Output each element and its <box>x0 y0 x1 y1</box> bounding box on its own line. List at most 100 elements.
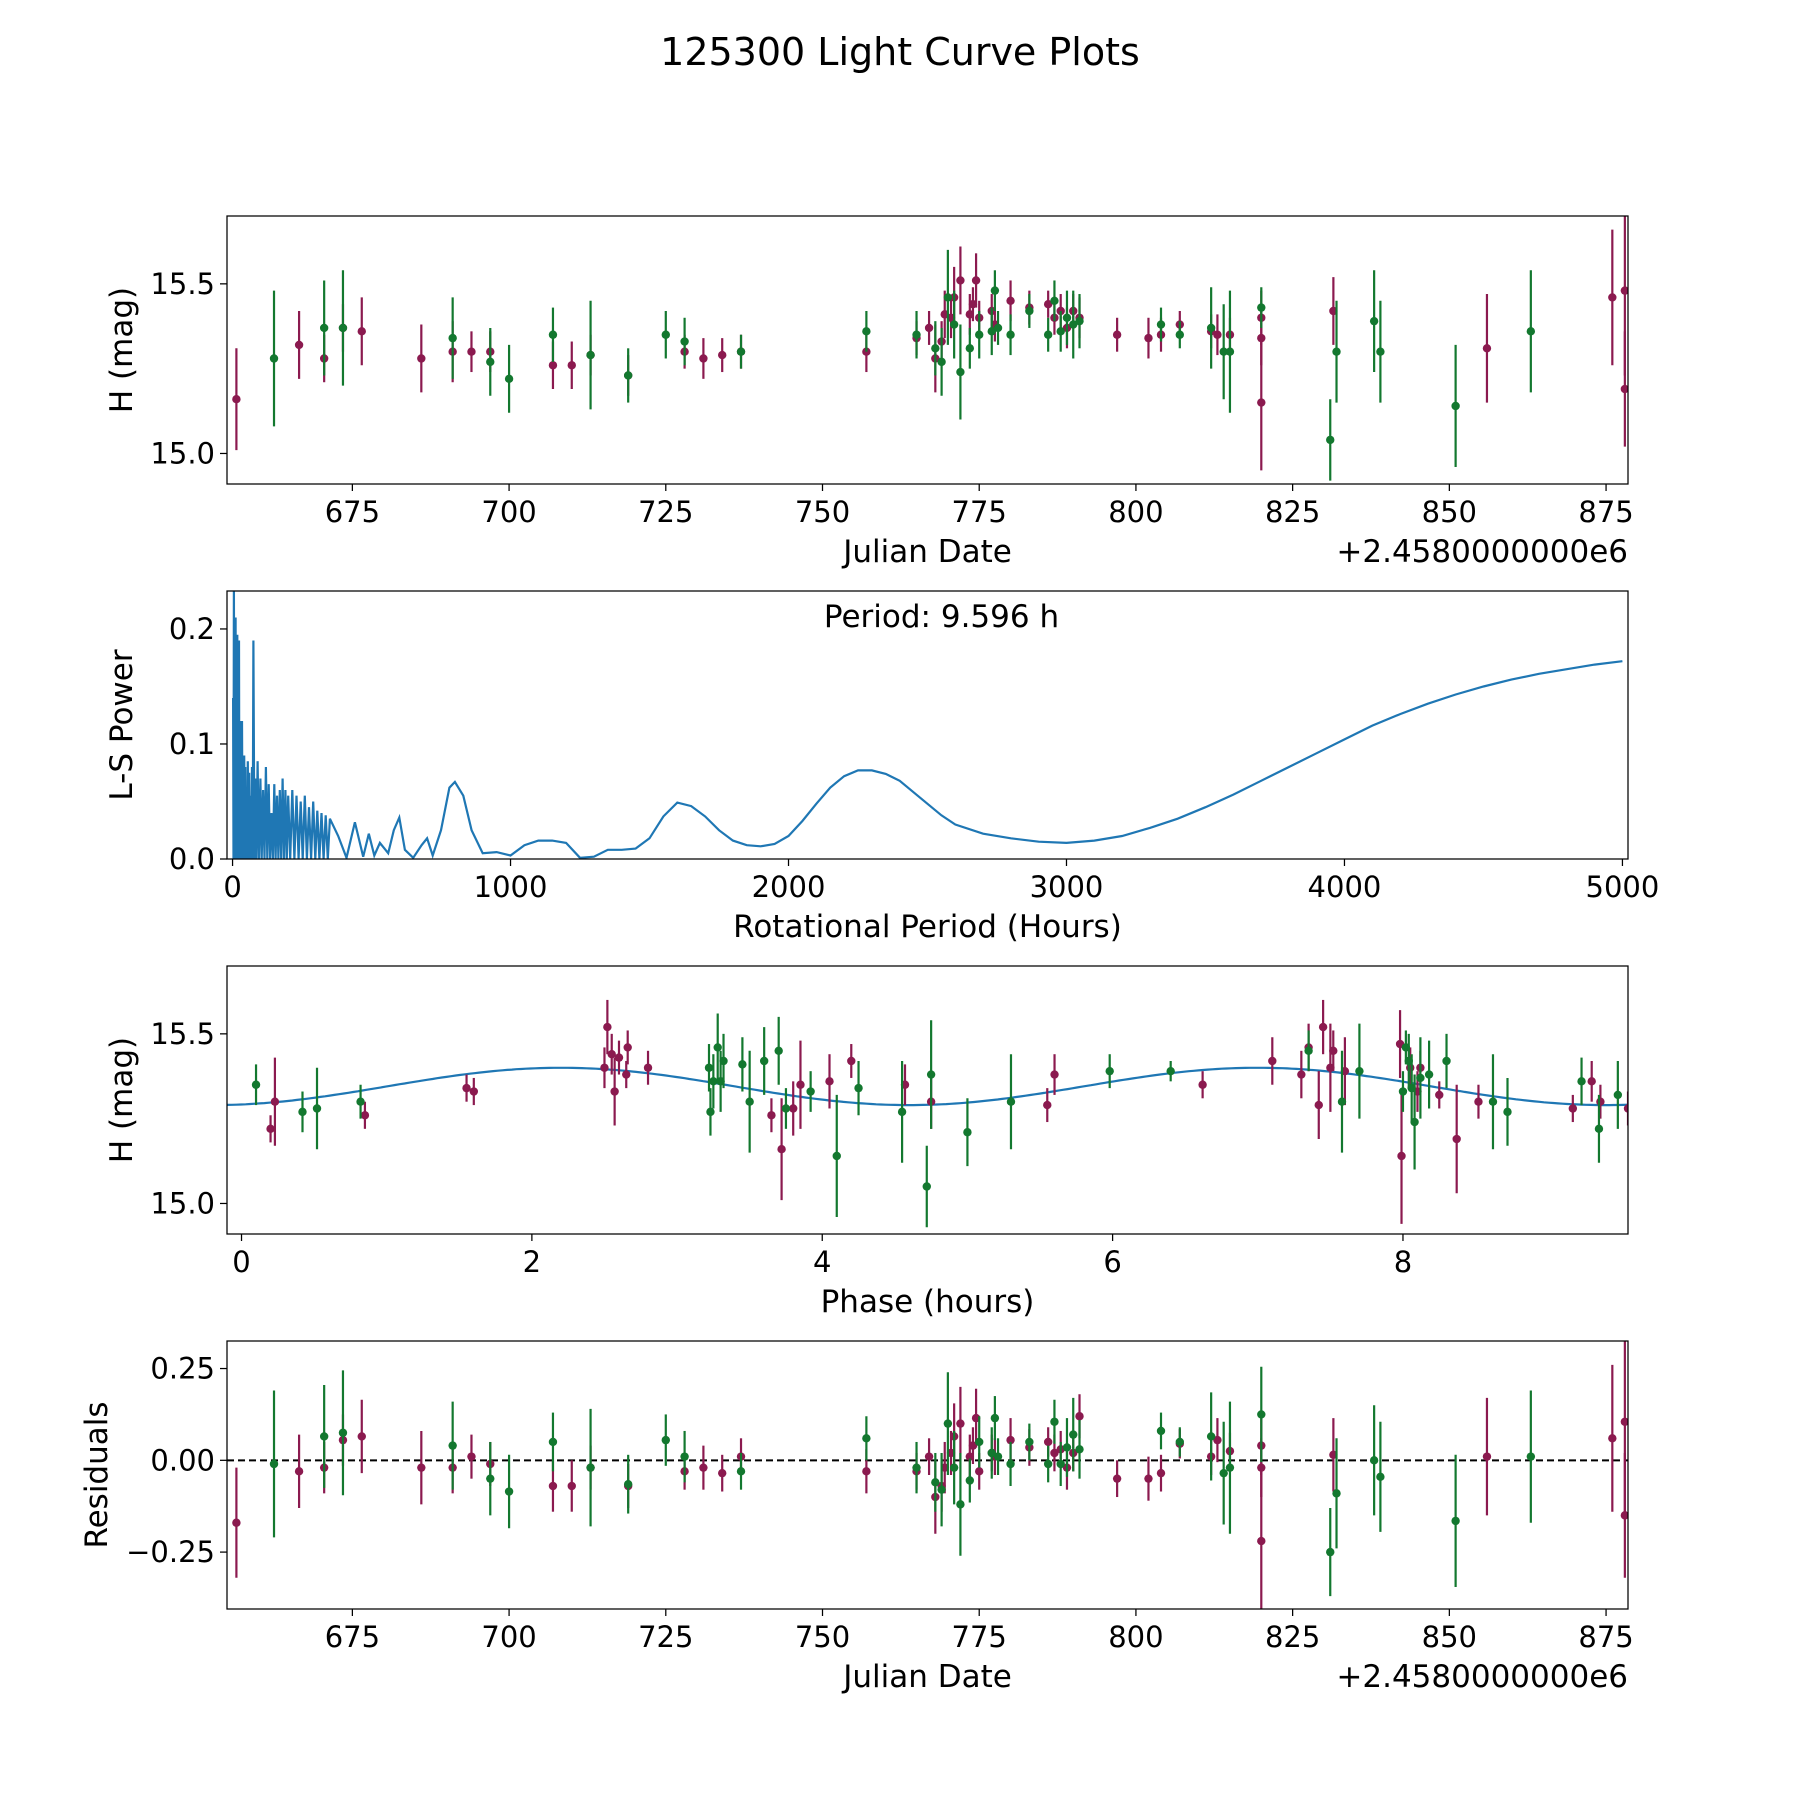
y-tick-label: 0.2 <box>169 612 215 646</box>
data-point <box>338 1428 348 1437</box>
data-point <box>1442 1056 1451 1066</box>
data-point <box>987 327 996 336</box>
data-point <box>926 1070 936 1079</box>
data-point <box>931 1478 940 1487</box>
phased-axes-frame <box>226 965 1629 1235</box>
x-tick-label: 700 <box>481 495 536 529</box>
phased-plot-area <box>227 999 1646 1228</box>
data-point <box>1112 1474 1122 1483</box>
data-point <box>1608 293 1617 302</box>
x-tick-label: 875 <box>1578 495 1633 529</box>
y-tick-label: 0.00 <box>150 1443 215 1477</box>
plot-panels: 675 700 725 750 775 800 825 850 87515.015.5Julia… <box>79 215 1659 1695</box>
data-point <box>1075 316 1084 326</box>
data-point <box>1166 1066 1175 1076</box>
data-point <box>232 1518 241 1527</box>
data-point <box>1112 330 1122 339</box>
data-point <box>777 1144 786 1154</box>
data-point <box>1376 1472 1385 1482</box>
data-point <box>975 1437 984 1447</box>
y-tick-label: 15.0 <box>150 436 215 470</box>
data-point <box>993 323 1003 333</box>
data-point <box>897 1107 907 1117</box>
data-point <box>956 367 965 377</box>
data-point <box>643 1063 653 1072</box>
data-point <box>1206 323 1216 333</box>
data-point <box>1219 347 1228 356</box>
data-point <box>1482 344 1492 353</box>
data-point <box>567 1481 576 1491</box>
data-point <box>298 1107 307 1117</box>
data-point <box>1452 1134 1461 1144</box>
data-point <box>1620 384 1628 394</box>
data-point <box>294 1467 304 1476</box>
phased-series-magenta <box>266 999 1628 1224</box>
x-tick-label: 850 <box>1422 1620 1477 1654</box>
lightcurve-plot-area <box>232 216 1628 481</box>
data-point <box>610 1087 619 1096</box>
x-tick-label: 3000 <box>1030 870 1104 904</box>
data-point <box>1156 1468 1166 1478</box>
data-point <box>1105 1066 1114 1076</box>
phased-series-green <box>251 1013 1646 1228</box>
data-point <box>704 1063 714 1072</box>
x-tick-label: 825 <box>1265 495 1320 529</box>
data-point <box>1043 1437 1053 1447</box>
data-point <box>965 344 975 353</box>
data-point <box>1069 1430 1078 1439</box>
data-point <box>1503 1107 1512 1117</box>
data-point <box>956 276 965 285</box>
data-point <box>1332 1489 1341 1498</box>
data-point <box>1006 296 1015 306</box>
data-point <box>1314 1100 1323 1110</box>
x-tick-label: 0 <box>232 1245 250 1279</box>
figure-title: 125300 Light Curve Plots <box>660 30 1140 74</box>
data-point <box>718 350 727 360</box>
data-point <box>1435 1090 1444 1100</box>
data-point <box>1608 1434 1617 1443</box>
data-point <box>1416 1073 1425 1083</box>
phased-panel: 0 2 4 6 8 15.0 15.5 Phase (hours) H (mag) <box>104 965 1646 1320</box>
data-point <box>1056 1459 1065 1469</box>
y-tick-label: 15.5 <box>150 267 215 301</box>
data-point <box>1219 1468 1228 1478</box>
x-axis-label: Julian Date <box>841 1659 1012 1695</box>
periodogram-plot-area <box>232 591 1623 859</box>
data-point <box>623 1043 632 1052</box>
data-point <box>806 1087 815 1096</box>
data-point <box>661 330 670 339</box>
data-point <box>567 361 576 370</box>
data-point <box>943 293 953 302</box>
best-period-annotation: Period: 9.596 h <box>824 599 1059 635</box>
data-point <box>1337 1097 1347 1106</box>
data-point <box>417 354 426 363</box>
data-point <box>360 1111 370 1120</box>
data-point <box>1613 1090 1623 1100</box>
data-point <box>1043 1100 1052 1110</box>
data-point <box>467 1452 476 1461</box>
data-point <box>1043 1459 1053 1469</box>
data-point <box>1050 1070 1059 1079</box>
data-point <box>971 276 981 285</box>
periodogram-axes-frame <box>226 590 1629 860</box>
data-point <box>1488 1097 1498 1106</box>
x-tick-label: 2000 <box>752 870 826 904</box>
data-point <box>937 1485 946 1494</box>
data-point <box>1451 1516 1460 1526</box>
data-point <box>1326 435 1335 445</box>
data-point <box>312 1104 322 1113</box>
x-tick-label: 775 <box>952 495 1007 529</box>
x-tick-label: 875 <box>1578 1620 1633 1654</box>
data-point <box>1634 1077 1642 1085</box>
x-tick-label: 800 <box>1108 1620 1163 1654</box>
x-axis-label: Rotational Period (Hours) <box>733 909 1122 945</box>
data-point <box>504 374 514 384</box>
x-tick-label: 1000 <box>474 870 548 904</box>
data-point <box>1050 296 1059 306</box>
residuals-axes-frame <box>226 1340 1629 1610</box>
data-point <box>1451 401 1460 411</box>
data-point <box>1156 320 1166 329</box>
data-point <box>1638 1057 1646 1065</box>
data-point <box>269 1459 279 1469</box>
